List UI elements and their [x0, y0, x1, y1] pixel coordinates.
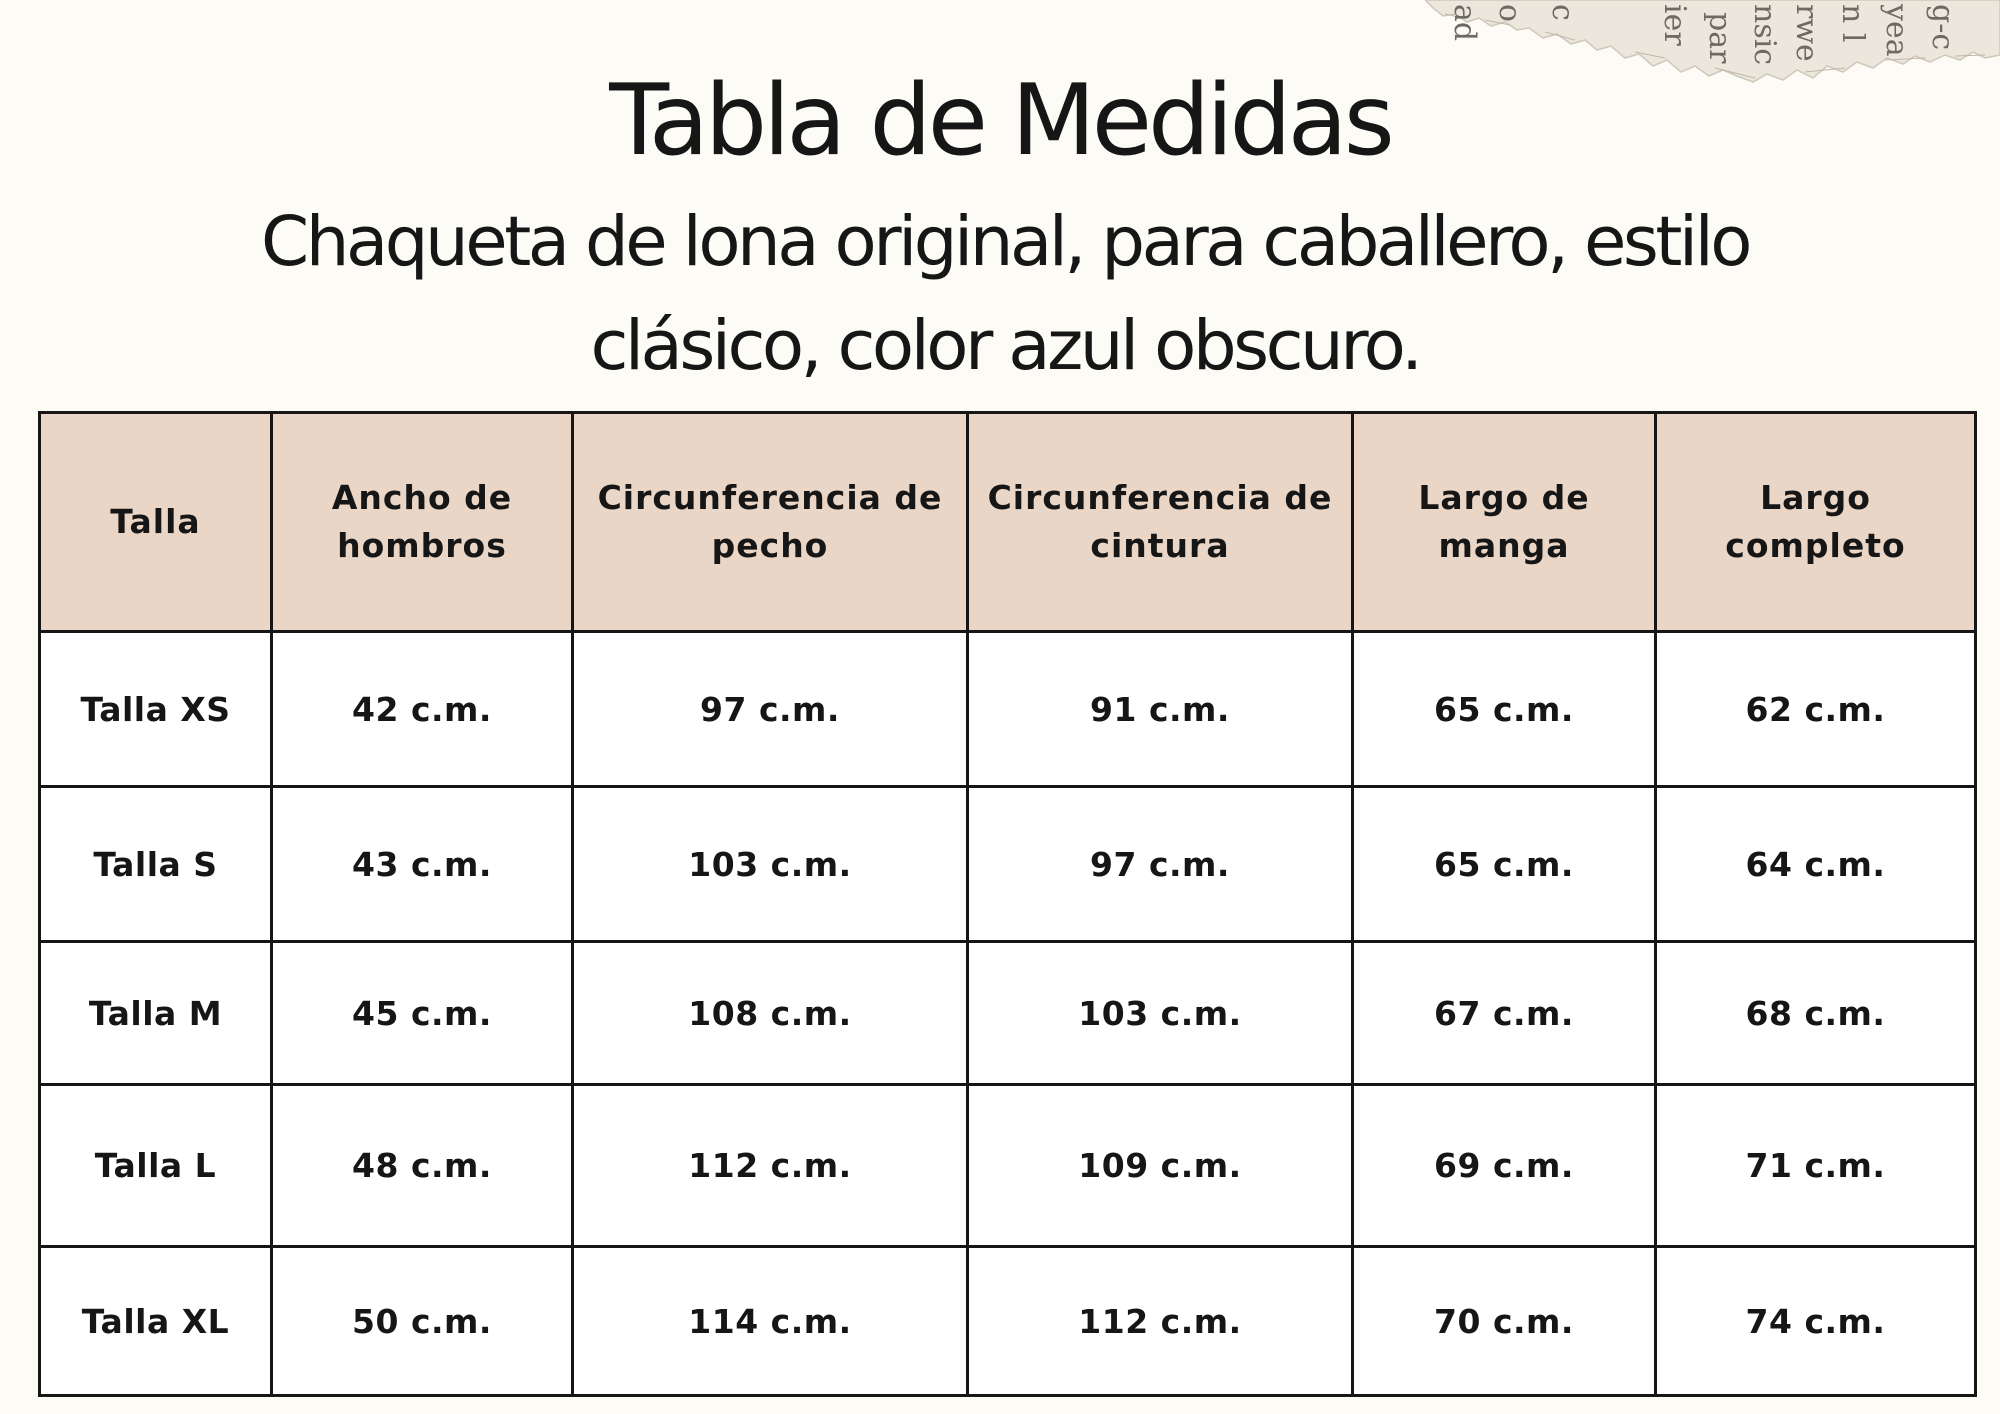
sleeve-length-cell: 67 c.m.: [1351, 940, 1657, 1086]
scrap-fragment: nsic: [1747, 4, 1782, 65]
scrap-fragment: o: [1492, 4, 1527, 22]
chest-cell: 112 c.m.: [571, 1083, 969, 1248]
size-label-cell: Talla L: [38, 1083, 273, 1248]
full-length-cell: 68 c.m.: [1654, 940, 1977, 1086]
size-label-cell: Talla XS: [38, 630, 273, 788]
table-row: Talla XL 50 c.m. 114 c.m. 112 c.m. 70 c.…: [38, 1245, 1977, 1397]
sleeve-length-cell: 70 c.m.: [1351, 1245, 1657, 1397]
waist-cell: 112 c.m.: [966, 1245, 1354, 1397]
column-header-largo-completo: Largo completo: [1654, 411, 1977, 633]
sleeve-length-cell: 65 c.m.: [1351, 630, 1657, 788]
scrap-fragment: g-c: [1925, 4, 1960, 50]
full-length-cell: 62 c.m.: [1654, 630, 1977, 788]
full-length-cell: 71 c.m.: [1654, 1083, 1977, 1248]
column-header-talla: Talla: [38, 411, 273, 633]
scrap-fragment: ier: [1657, 4, 1692, 46]
shoulder-width-cell: 43 c.m.: [270, 785, 574, 943]
scrap-fragment: rwe: [1789, 4, 1824, 62]
size-label-cell: Talla XL: [38, 1245, 273, 1397]
full-length-cell: 74 c.m.: [1654, 1245, 1977, 1397]
waist-cell: 91 c.m.: [966, 630, 1354, 788]
sleeve-length-cell: 69 c.m.: [1351, 1083, 1657, 1248]
column-header-circunferencia-cintura: Circunferencia de cintura: [966, 411, 1354, 633]
scrap-fragment: par: [1702, 12, 1737, 64]
column-header-ancho-hombros: Ancho de hombros: [270, 411, 574, 633]
waist-cell: 97 c.m.: [966, 785, 1354, 943]
page-subtitle: Chaqueta de lona original, para caballer…: [261, 202, 1752, 386]
sleeve-length-cell: 65 c.m.: [1351, 785, 1657, 943]
column-header-circunferencia-pecho: Circunferencia de pecho: [571, 411, 969, 633]
size-label-cell: Talla S: [38, 785, 273, 943]
shoulder-width-cell: 45 c.m.: [270, 940, 574, 1086]
column-header-largo-manga: Largo de manga: [1351, 411, 1657, 633]
torn-newspaper-scrap-icon: ad o c ier par nsic rwe n l yea g-c: [1425, 0, 2000, 83]
shoulder-width-cell: 50 c.m.: [270, 1245, 574, 1397]
scrap-fragment: yea: [1879, 3, 1914, 57]
chest-cell: 108 c.m.: [571, 940, 969, 1086]
scrap-fragment: n l: [1835, 4, 1870, 42]
chest-cell: 103 c.m.: [571, 785, 969, 943]
size-label-cell: Talla M: [38, 940, 273, 1086]
table-row: Talla L 48 c.m. 112 c.m. 109 c.m. 69 c.m…: [38, 1083, 1977, 1248]
shoulder-width-cell: 42 c.m.: [270, 630, 574, 788]
page-title: Tabla de Medidas: [609, 64, 1395, 178]
chest-cell: 114 c.m.: [571, 1245, 969, 1397]
waist-cell: 103 c.m.: [966, 940, 1354, 1086]
table-header-row: Talla Ancho de hombros Circunferencia de…: [38, 411, 1977, 633]
scrap-fragment: ad: [1447, 4, 1482, 41]
waist-cell: 109 c.m.: [966, 1083, 1354, 1248]
chest-cell: 97 c.m.: [571, 630, 969, 788]
size-chart-table: Talla Ancho de hombros Circunferencia de…: [38, 411, 1977, 1397]
table-row: Talla S 43 c.m. 103 c.m. 97 c.m. 65 c.m.…: [38, 785, 1977, 943]
shoulder-width-cell: 48 c.m.: [270, 1083, 574, 1248]
full-length-cell: 64 c.m.: [1654, 785, 1977, 943]
scrap-fragment: c: [1545, 4, 1580, 21]
table-row: Talla M 45 c.m. 108 c.m. 103 c.m. 67 c.m…: [38, 940, 1977, 1086]
table-row: Talla XS 42 c.m. 97 c.m. 91 c.m. 65 c.m.…: [38, 630, 1977, 788]
